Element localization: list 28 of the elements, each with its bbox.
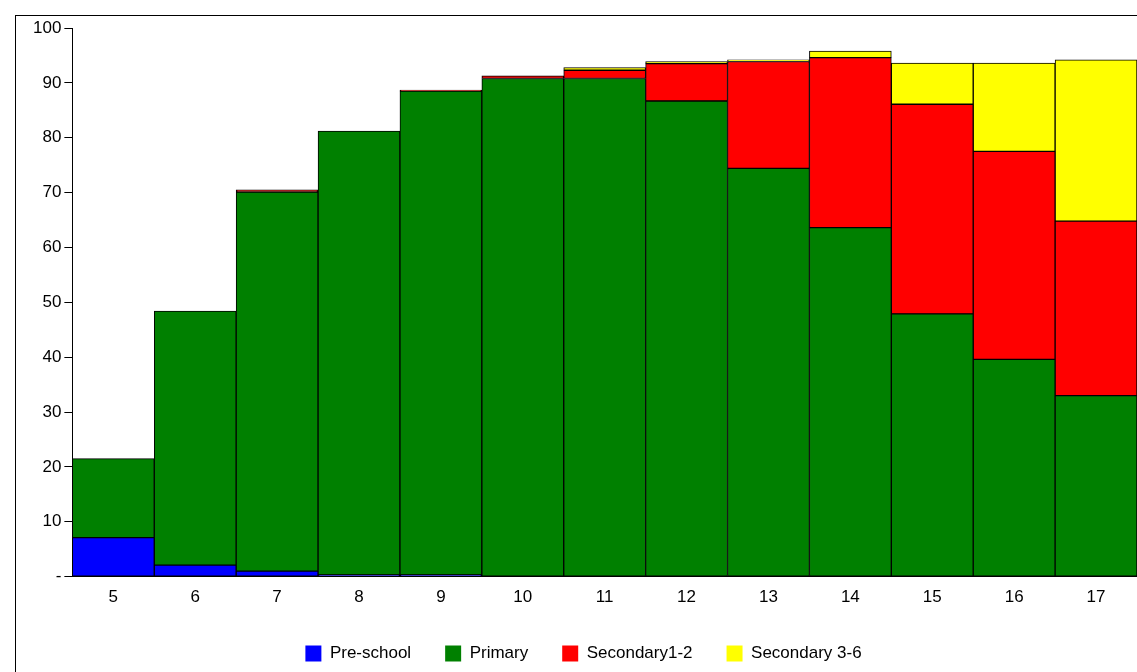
x-tick-label: 15 <box>922 587 942 607</box>
y-tick-label: - <box>55 566 62 586</box>
y-tick-label: 60 <box>42 237 62 257</box>
x-tick-label: 17 <box>1086 587 1106 607</box>
y-tick-label: 10 <box>42 511 62 531</box>
x-tick-label: 6 <box>190 587 200 607</box>
x-tick-label: 16 <box>1004 587 1024 607</box>
y-tick-label: 80 <box>42 127 62 147</box>
y-tick-label: 100 <box>32 17 62 37</box>
x-tick-label: 5 <box>108 587 119 607</box>
x-tick-label: 9 <box>436 587 446 607</box>
legend-label: Pre-school <box>329 643 412 663</box>
y-tick-label: 20 <box>42 456 62 476</box>
x-tick-label: 8 <box>354 587 364 607</box>
x-tick-label: 12 <box>677 587 697 607</box>
x-tick-label: 14 <box>840 587 860 607</box>
y-tick-label: 30 <box>42 401 62 421</box>
y-tick-label: 40 <box>42 346 62 366</box>
y-tick-label: 70 <box>42 182 62 202</box>
legend-label: Secondary 3-6 <box>751 643 862 663</box>
x-tick-label: 13 <box>759 587 778 607</box>
legend-label: Primary <box>469 643 529 663</box>
y-tick-label: 50 <box>42 291 62 311</box>
x-tick-label: 11 <box>595 587 614 607</box>
x-tick-label: 7 <box>272 587 282 607</box>
legend-label: Secondary1-2 <box>586 643 693 663</box>
x-tick-label: 10 <box>513 587 533 607</box>
y-tick-label: 90 <box>42 72 62 92</box>
